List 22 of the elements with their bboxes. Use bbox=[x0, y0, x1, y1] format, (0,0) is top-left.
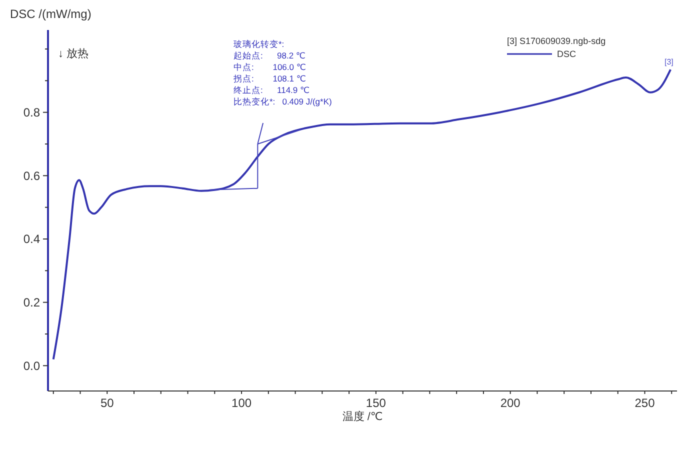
annotation: 起始点: 98.2 ℃ bbox=[233, 50, 306, 60]
x-tick-label: 200 bbox=[500, 396, 521, 410]
annotation: 中点: 106.0 ℃ bbox=[233, 62, 306, 72]
annotation: ↓ 放热 bbox=[58, 48, 89, 60]
annotation: 终止点: 114.9 ℃ bbox=[233, 85, 310, 95]
x-tick-label: 250 bbox=[634, 396, 656, 410]
y-tick-label: 0.8 bbox=[23, 106, 40, 120]
x-tick-label: 50 bbox=[100, 396, 114, 410]
x-tick-label: 100 bbox=[232, 396, 252, 410]
annotation: 比热变化*: 0.409 J/(g*K) bbox=[233, 96, 332, 106]
y-tick-label: 0.6 bbox=[23, 168, 40, 183]
y-tick-label: 0.2 bbox=[23, 296, 40, 310]
y-tick-label: 0.4 bbox=[23, 232, 40, 246]
y-axis-title: DSC /(mW/mg) bbox=[10, 7, 92, 21]
annotation: 拐点: 108.1 ℃ bbox=[232, 74, 306, 84]
annotation: 玻璃化转变*: bbox=[233, 39, 284, 49]
y-tick-label: 0.0 bbox=[23, 358, 40, 373]
legend-label: DSC bbox=[557, 49, 576, 59]
legend-title: [3] S170609039.ngb-sdg bbox=[507, 36, 606, 46]
x-axis-title: 温度 /℃ bbox=[342, 410, 383, 423]
annotation: [3] bbox=[664, 58, 674, 67]
x-tick-label: 150 bbox=[366, 396, 386, 410]
